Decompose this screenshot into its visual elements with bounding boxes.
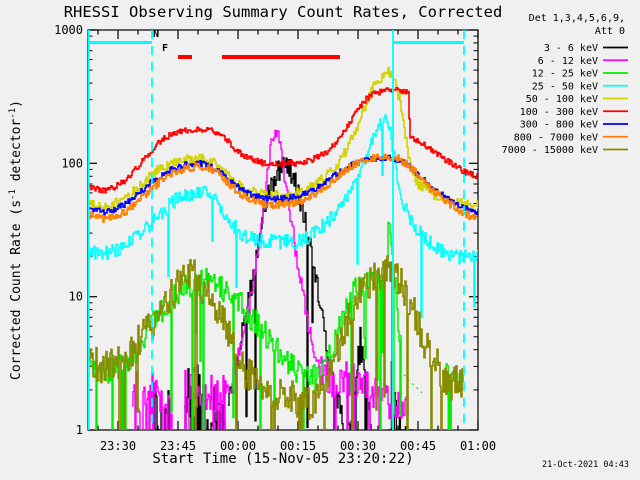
creation-timestamp: 21-Oct-2021 04:43 <box>542 460 629 470</box>
legend-entry-label: 12 - 25 keV <box>532 69 598 80</box>
y-axis-title-text: detector <box>9 118 25 190</box>
y-tick-label: 100 <box>61 156 83 170</box>
series-6-12keV-path <box>184 367 227 430</box>
series-12-25keV-path <box>403 374 423 394</box>
legend-entry-label: 800 - 7000 keV <box>514 132 598 143</box>
x-tick-label: 00:30 <box>340 439 376 453</box>
superscript: -1 <box>7 107 18 119</box>
legend-entry-label: 300 - 800 keV <box>520 120 598 131</box>
x-tick-label: 00:15 <box>280 439 316 453</box>
series-800-7000keV-path <box>88 153 478 223</box>
legend-entry-label: 100 - 300 keV <box>520 107 598 118</box>
legend-entry-label: 3 - 6 keV <box>544 43 598 54</box>
x-tick-label: 23:30 <box>100 439 136 453</box>
legend-entry-label: 6 - 12 keV <box>538 56 598 67</box>
x-tick-label: 01:00 <box>460 439 496 453</box>
y-tick-label: 1 <box>76 423 83 437</box>
night-flag-bar <box>88 41 152 44</box>
series-25-50keV-path <box>88 114 478 319</box>
flare-flag-bar <box>178 55 192 59</box>
y-axis-title-text: Corrected Count Rate (s <box>9 199 25 380</box>
series-50-100keV-path <box>88 66 478 213</box>
x-tick-label: 00:00 <box>220 439 256 453</box>
series-100-300keV-path <box>88 87 478 194</box>
y-tick-label: 10 <box>69 290 83 304</box>
x-axis-title: Start Time (15-Nov-05 23:20:22) <box>152 451 414 467</box>
page-title: RHESSI Observing Summary Count Rates, Co… <box>63 3 503 21</box>
x-tick-label: 23:45 <box>160 439 196 453</box>
night-flag-bar <box>393 41 464 44</box>
legend-attenuator-line: Att 0 <box>594 26 625 37</box>
x-tick-label: 00:45 <box>400 439 436 453</box>
y-axis-title-text: ) <box>9 100 25 108</box>
series-7000-15000keV-path <box>88 255 464 430</box>
flare-flag-label: F <box>162 43 169 54</box>
y-axis-title: Corrected Count Rate (s-1 detector-1) <box>8 100 24 380</box>
series-6-12keV-path <box>226 129 321 430</box>
superscript: -1 <box>7 189 18 200</box>
legend-entry-label: 50 - 100 keV <box>526 94 598 105</box>
legend-entry-label: 25 - 50 keV <box>532 81 598 92</box>
legend-detectors-line: Det 1,3,4,5,6,9, <box>528 13 625 24</box>
y-tick-label: 1000 <box>54 23 83 37</box>
flare-flag-bar <box>222 55 340 59</box>
night-flag-label: N <box>153 29 160 40</box>
legend-entry-label: 7000 - 15000 keV <box>502 145 598 156</box>
